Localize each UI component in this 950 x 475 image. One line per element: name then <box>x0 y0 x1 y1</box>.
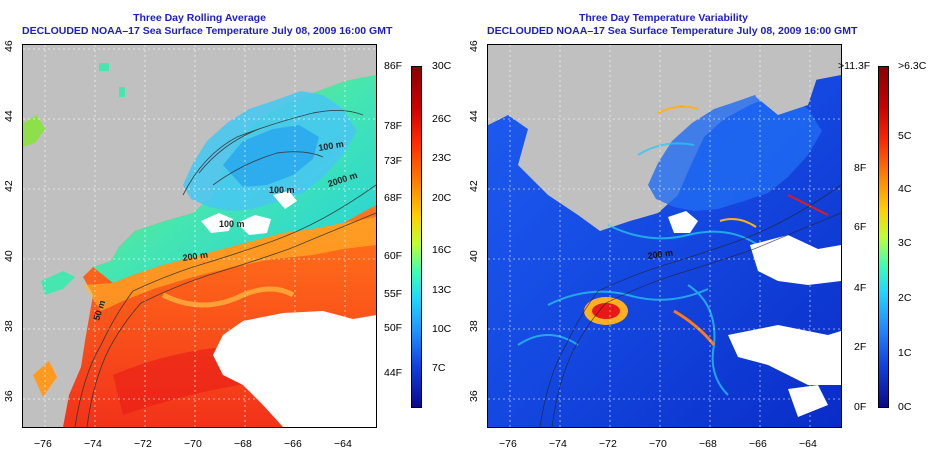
y-tick: 36 <box>3 390 15 402</box>
cb-f-label: 50F <box>384 322 403 334</box>
cb-c-label: 7C <box>432 362 446 374</box>
cb-c-label: 16C <box>432 244 452 256</box>
y-tick: 46 <box>468 40 480 52</box>
sst-variability-map-svg: 200 m <box>488 45 841 427</box>
cb-c-label: 10C <box>432 323 452 335</box>
cb-f-label: 60F <box>384 250 403 262</box>
cb-f-label: 86F <box>384 60 403 72</box>
cb-f-label: 0F <box>854 401 867 413</box>
cb-c-label: 13C <box>432 284 452 296</box>
contour-label: 200 m <box>647 248 674 261</box>
sst-average-map[interactable]: 100 m 100 m 100 m 2000 m 200 m 50 m <box>22 44 377 428</box>
sst-average-map-svg: 100 m 100 m 100 m 2000 m 200 m 50 m <box>23 45 376 427</box>
y-tick: 46 <box>3 40 15 52</box>
cb-c-label: 23C <box>432 152 452 164</box>
contour-label: 200 m <box>182 250 209 263</box>
cb-c-label: 1C <box>898 347 912 359</box>
cb-f-label: 78F <box>384 120 403 132</box>
sst-colorbar <box>411 66 422 408</box>
y-tick: 42 <box>468 180 480 192</box>
x-tick: −66 <box>284 438 302 450</box>
left-title-line1: Three Day Rolling Average <box>133 12 266 24</box>
x-tick: −76 <box>34 438 52 450</box>
cb-c-label: 0C <box>898 401 912 413</box>
x-tick: −64 <box>799 438 817 450</box>
x-tick: −74 <box>84 438 102 450</box>
cb-c-label: >6.3C <box>898 60 927 72</box>
y-tick: 38 <box>3 320 15 332</box>
x-tick: −68 <box>699 438 717 450</box>
x-tick: −70 <box>649 438 667 450</box>
sst-variability-map[interactable]: 200 m <box>487 44 842 428</box>
left-title-line2: DECLOUDED NOAA–17 Sea Surface Temperatur… <box>22 25 393 37</box>
x-tick: −76 <box>499 438 517 450</box>
right-title-line2: DECLOUDED NOAA–17 Sea Surface Temperatur… <box>487 25 858 37</box>
cb-f-label: 68F <box>384 192 403 204</box>
variability-colorbar <box>878 66 889 408</box>
contour-label: 100 m <box>269 185 295 195</box>
contour-label: 100 m <box>219 219 245 229</box>
right-title-line1: Three Day Temperature Variability <box>578 12 749 24</box>
x-tick: −68 <box>234 438 252 450</box>
cb-f-label: 4F <box>854 282 867 294</box>
contour-label: 100 m <box>318 139 345 153</box>
cb-c-label: 3C <box>898 237 912 249</box>
cb-f-label: >11.3F <box>838 60 871 72</box>
x-tick: −72 <box>134 438 152 450</box>
cb-f-label: 55F <box>384 288 403 300</box>
x-tick: −66 <box>749 438 767 450</box>
y-tick: 42 <box>3 180 15 192</box>
y-tick: 44 <box>3 110 15 122</box>
y-tick: 44 <box>468 110 480 122</box>
cb-f-label: 6F <box>854 221 867 233</box>
y-tick: 40 <box>468 250 480 262</box>
cb-c-label: 30C <box>432 60 452 72</box>
cb-f-label: 2F <box>854 341 867 353</box>
cb-f-label: 44F <box>384 367 403 379</box>
cb-c-label: 20C <box>432 192 452 204</box>
cb-f-label: 8F <box>854 162 867 174</box>
x-tick: −70 <box>184 438 202 450</box>
y-tick: 40 <box>3 250 15 262</box>
left-title: Three Day Rolling Average DECLOUDED NOAA… <box>22 12 393 38</box>
cb-c-label: 26C <box>432 113 452 125</box>
y-tick: 36 <box>468 390 480 402</box>
cb-c-label: 2C <box>898 292 912 304</box>
x-tick: −64 <box>334 438 352 450</box>
cb-f-label: 73F <box>384 155 403 167</box>
cb-c-label: 4C <box>898 183 912 195</box>
x-tick: −72 <box>599 438 617 450</box>
y-tick: 38 <box>468 320 480 332</box>
x-tick: −74 <box>549 438 567 450</box>
cb-c-label: 5C <box>898 130 912 142</box>
right-title: Three Day Temperature Variability DECLOU… <box>487 12 858 38</box>
